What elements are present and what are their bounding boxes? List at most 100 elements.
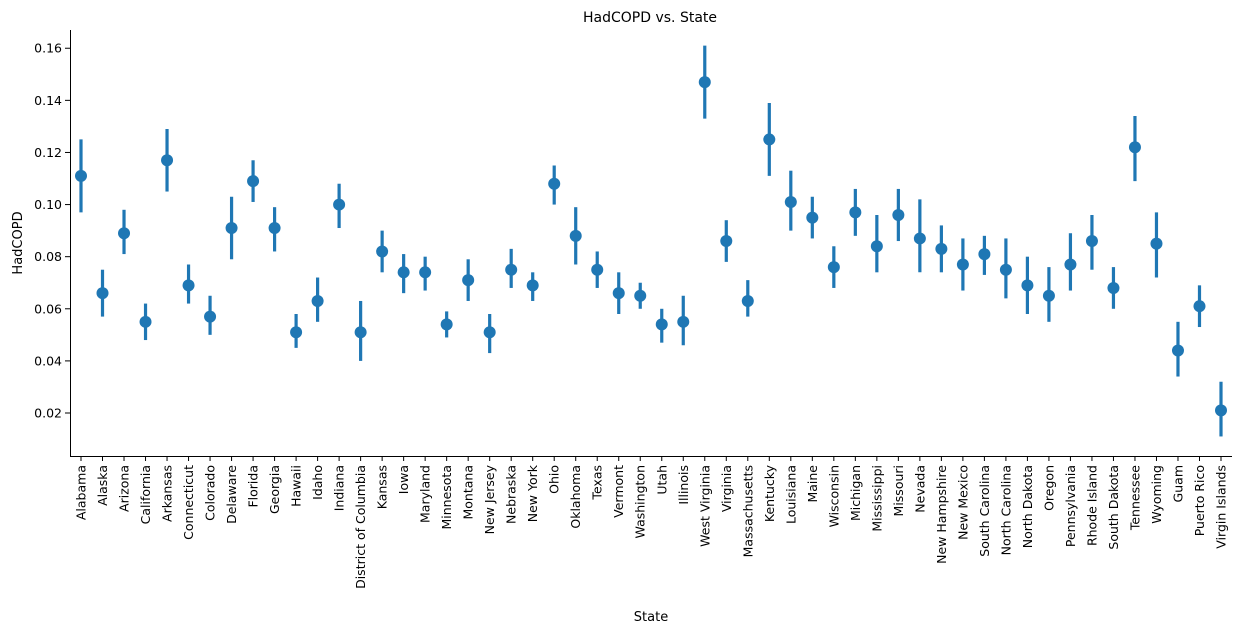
data-point xyxy=(849,206,862,219)
x-tick-label: Alabama xyxy=(74,465,89,520)
x-tick-label: Michigan xyxy=(848,465,863,521)
y-tick-label: 0.10 xyxy=(34,197,62,212)
x-tick-label: California xyxy=(138,465,153,524)
y-tick-label: 0.02 xyxy=(34,406,62,421)
x-tick-label: Indiana xyxy=(332,465,347,511)
data-point xyxy=(397,266,410,279)
data-point xyxy=(892,208,905,221)
x-tick-label: Utah xyxy=(654,465,669,495)
y-tick-label: 0.14 xyxy=(34,93,62,108)
x-tick-label: Rhode Island xyxy=(1084,465,1099,546)
x-tick-label: Maryland xyxy=(418,465,433,523)
data-point xyxy=(139,315,152,328)
data-point xyxy=(935,242,948,255)
x-tick-label: West Virginia xyxy=(697,465,712,547)
x-tick-label: Wyoming xyxy=(1149,465,1164,524)
data-point xyxy=(182,279,195,292)
x-tick-label: New Mexico xyxy=(955,465,970,540)
x-axis: Alabama Alaska Arizona California Arkansas Co… xyxy=(74,456,1229,589)
data-point xyxy=(763,133,776,146)
y-axis: 0.02 0.04 0.06 0.08 0.10 0.12 0.14 0.16 xyxy=(34,41,70,421)
data-point xyxy=(1128,141,1141,154)
x-tick-label: District of Columbia xyxy=(353,465,368,589)
data-point xyxy=(1215,404,1227,417)
data-point xyxy=(827,261,840,274)
x-tick-label: Connecticut xyxy=(181,465,196,540)
y-tick-label: 0.04 xyxy=(34,353,62,368)
data-point xyxy=(655,318,668,331)
x-tick-label: Texas xyxy=(590,465,605,501)
x-tick-label: Virginia xyxy=(719,465,734,512)
data-point xyxy=(505,263,518,276)
x-tick-label: New York xyxy=(525,464,540,522)
x-tick-label: Missouri xyxy=(891,465,906,516)
x-tick-label: Arizona xyxy=(117,465,132,512)
data-point xyxy=(1193,300,1206,313)
data-point xyxy=(591,263,604,276)
data-points xyxy=(75,45,1227,437)
x-tick-label: Idaho xyxy=(310,465,325,500)
data-point xyxy=(1042,289,1055,302)
data-point xyxy=(1021,279,1034,292)
x-tick-label: Puerto Rico xyxy=(1192,465,1207,536)
data-point xyxy=(806,211,819,224)
data-point xyxy=(784,195,797,208)
x-tick-label: Nebraska xyxy=(504,465,519,524)
data-point xyxy=(956,258,969,271)
x-tick-label: Massachusetts xyxy=(740,465,755,557)
data-point xyxy=(483,326,496,339)
x-tick-label: Hawaii xyxy=(289,465,304,507)
x-tick-label: Washington xyxy=(633,465,648,538)
x-tick-label: Oklahoma xyxy=(568,465,583,529)
x-tick-label: Colorado xyxy=(203,465,218,521)
data-point xyxy=(247,175,260,188)
chart-title: HadCOPD vs. State xyxy=(583,10,717,26)
data-point xyxy=(978,248,991,261)
x-tick-label: Delaware xyxy=(224,465,239,524)
x-tick-label: South Carolina xyxy=(977,465,992,557)
data-point xyxy=(1064,258,1077,271)
data-point xyxy=(333,198,346,211)
y-tick-label: 0.06 xyxy=(34,301,62,316)
x-tick-label: Kansas xyxy=(375,465,390,509)
x-tick-label: Illinois xyxy=(676,465,691,505)
data-point xyxy=(376,245,389,258)
y-axis-label: HadCOPD xyxy=(11,211,26,274)
x-tick-label: Nevada xyxy=(912,465,927,513)
data-point xyxy=(569,229,582,242)
x-tick-label: Montana xyxy=(461,465,476,520)
data-point xyxy=(1171,344,1184,357)
data-point xyxy=(440,318,453,331)
x-tick-label: Iowa xyxy=(396,465,411,494)
data-point xyxy=(118,227,131,240)
x-tick-label: New Jersey xyxy=(482,464,497,534)
data-point xyxy=(1085,235,1098,248)
x-tick-label: Wisconsin xyxy=(826,465,841,527)
x-tick-label: Ohio xyxy=(547,465,562,494)
data-point xyxy=(462,274,475,287)
x-tick-label: Vermont xyxy=(611,465,626,518)
data-point xyxy=(870,240,883,253)
x-tick-label: Alaska xyxy=(95,465,110,506)
x-tick-label: Florida xyxy=(246,465,261,508)
x-tick-label: Mississippi xyxy=(869,465,884,532)
x-axis-label: State xyxy=(634,610,668,625)
x-tick-label: New Hampshire xyxy=(934,465,949,564)
data-point xyxy=(75,169,87,182)
x-tick-label: Tennessee xyxy=(1127,465,1142,531)
x-tick-label: Pennsylvania xyxy=(1063,465,1078,547)
data-point xyxy=(225,222,238,235)
x-tick-label: Arkansas xyxy=(160,465,175,522)
data-point xyxy=(161,154,174,167)
data-point xyxy=(290,326,303,339)
data-point xyxy=(526,279,539,292)
x-tick-label: Georgia xyxy=(267,465,282,514)
data-point xyxy=(913,232,926,245)
x-tick-label: North Dakota xyxy=(1020,465,1035,548)
x-tick-label: Virgin Islands xyxy=(1214,465,1229,549)
x-tick-label: North Carolina xyxy=(998,465,1013,555)
y-tick-label: 0.16 xyxy=(34,41,62,56)
data-point xyxy=(612,287,625,300)
x-tick-label: Minnesota xyxy=(439,465,454,530)
